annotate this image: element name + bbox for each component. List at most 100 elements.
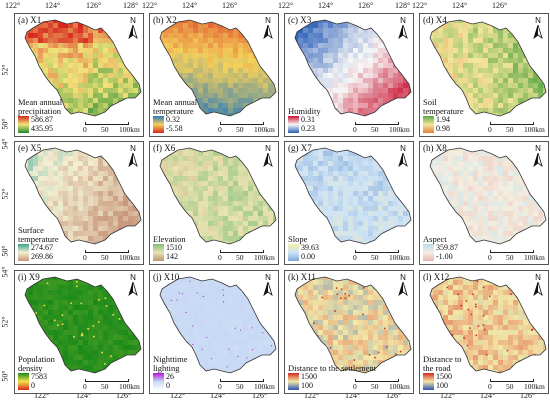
region-boundary <box>429 19 547 117</box>
legend-min-value: 0.98 <box>436 124 450 133</box>
scale-label-100km: 100km <box>389 382 410 391</box>
legend-color-ramp <box>288 373 299 390</box>
scale-label-50: 50 <box>506 253 514 262</box>
region-boundary <box>294 19 412 117</box>
legend-max-value: 0.32 <box>166 115 180 124</box>
bottom-longitude-label: 124° <box>210 391 226 400</box>
top-longitude-label: 124° <box>45 1 61 10</box>
map-panel-l: (l) X12 N Distance to the road 1500 100 0 50 10… <box>419 270 549 394</box>
latitude-label: 50° <box>0 370 10 382</box>
scale-line <box>85 250 129 253</box>
scale-line <box>490 250 534 253</box>
north-arrow-icon: N <box>397 274 409 296</box>
scale-label-0: 0 <box>83 253 87 262</box>
legend-color-ramp <box>18 116 29 133</box>
top-longitude-label: 126° <box>222 1 238 10</box>
legend-min-value: -1.00 <box>436 252 453 261</box>
scale-label-50: 50 <box>506 125 514 134</box>
scale-label-0: 0 <box>353 382 357 391</box>
map-panel-h: (h) X8 N Aspect 359.87 -1.00 0 50 100km <box>419 141 549 265</box>
legend: Surface temperature 274.67 269.86 <box>18 226 59 262</box>
scale-label-0: 0 <box>218 125 222 134</box>
legend-max-value: 1500 <box>301 372 317 381</box>
scale-label-100km: 100km <box>119 125 140 134</box>
bottom-longitude-label: 124° <box>345 391 361 400</box>
legend-color-ramp <box>153 373 164 390</box>
scale-bar: 0 50 100km <box>488 122 546 136</box>
scale-label-100km: 100km <box>524 382 545 391</box>
scale-label-100km: 100km <box>524 125 545 134</box>
legend: Elevation 1510 142 <box>153 235 186 262</box>
legend-color-ramp <box>153 116 164 133</box>
scale-label-0: 0 <box>488 253 492 262</box>
region-map <box>159 147 277 245</box>
scale-label-50: 50 <box>371 125 379 134</box>
legend-color-ramp <box>288 116 299 133</box>
latitude-label: 52° <box>0 188 10 200</box>
scale-bar: 0 50 100km <box>353 250 411 264</box>
region-map <box>24 19 142 117</box>
latitude-label: 50° <box>0 118 10 130</box>
legend: Aspect 359.87 -1.00 <box>423 234 458 262</box>
region-map <box>294 147 412 245</box>
scale-line <box>220 122 264 125</box>
region-map <box>294 19 412 117</box>
panel-label: (e) X5 <box>18 143 42 153</box>
scale-bar: 0 50 100km <box>218 250 276 264</box>
legend-color-ramp <box>423 116 434 133</box>
legend-min-value: 100 <box>301 381 313 390</box>
bottom-longitude-label: 126° <box>252 391 268 400</box>
latitude-label: 52° <box>0 64 10 76</box>
legend-ramp: 1500 100 <box>288 373 376 391</box>
bottom-longitude-label: 126° <box>520 391 536 400</box>
legend-title: Elevation <box>153 234 186 244</box>
scale-label-100km: 100km <box>119 382 140 391</box>
scale-line <box>490 122 534 125</box>
legend-max-value: 359.87 <box>436 243 458 252</box>
region-boundary <box>24 19 142 117</box>
legend-max-value: 7583 <box>31 372 47 381</box>
north-letter: N <box>535 16 541 25</box>
top-longitude-label: 128° <box>123 1 139 10</box>
legend-color-ramp <box>288 244 299 261</box>
legend-max-value: 274.67 <box>31 243 53 252</box>
scale-bar: 0 50 100km <box>353 122 411 136</box>
scale-label-50: 50 <box>101 253 109 262</box>
raster-fill <box>295 277 411 373</box>
legend-min-value: 0.00 <box>301 252 315 261</box>
top-longitude-label: 124° <box>182 1 198 10</box>
legend-max-value: 0.31 <box>301 115 315 124</box>
scale-line <box>355 122 399 125</box>
region-boundary <box>294 147 412 245</box>
region-boundary <box>429 147 547 245</box>
bottom-longitude-label: 124° <box>480 391 496 400</box>
scale-label-50: 50 <box>506 382 514 391</box>
legend-max-value: 39.63 <box>301 243 319 252</box>
legend: Mean annual precipitation 586.87 435.95 <box>18 98 62 134</box>
legend-color-ramp <box>18 373 29 390</box>
scale-bar: 0 50 100km <box>218 379 276 393</box>
region-map <box>159 276 277 374</box>
map-panel-i: (i) X9 N Population density 7583 0 0 50 100km <box>14 270 144 394</box>
scale-label-50: 50 <box>371 253 379 262</box>
panel-label: (d) X4 <box>423 15 447 25</box>
scale-bar: 0 50 100km <box>83 122 141 136</box>
legend: Soil temperature 1.94 0.98 <box>423 98 464 134</box>
scale-line <box>220 379 264 382</box>
panel-label: (j) X10 <box>153 272 180 282</box>
panel-label: (g) X7 <box>288 143 312 153</box>
legend-max-value: 1500 <box>436 372 452 381</box>
legend-min-value: -5.58 <box>166 124 183 133</box>
scale-line <box>220 250 264 253</box>
top-longitude-label: 122° <box>412 1 428 10</box>
north-letter: N <box>535 144 541 153</box>
north-letter: N <box>265 16 271 25</box>
legend-ramp: 359.87 -1.00 <box>423 244 458 262</box>
bottom-longitude-label: 126° <box>386 391 402 400</box>
legend-ramp: 0.31 0.23 <box>288 116 321 134</box>
legend-title: Aspect <box>423 234 447 244</box>
legend-color-ramp <box>153 244 164 261</box>
north-arrow-icon: N <box>262 274 274 296</box>
legend-color-ramp <box>423 373 434 390</box>
legend-min-value: 100 <box>436 381 448 390</box>
